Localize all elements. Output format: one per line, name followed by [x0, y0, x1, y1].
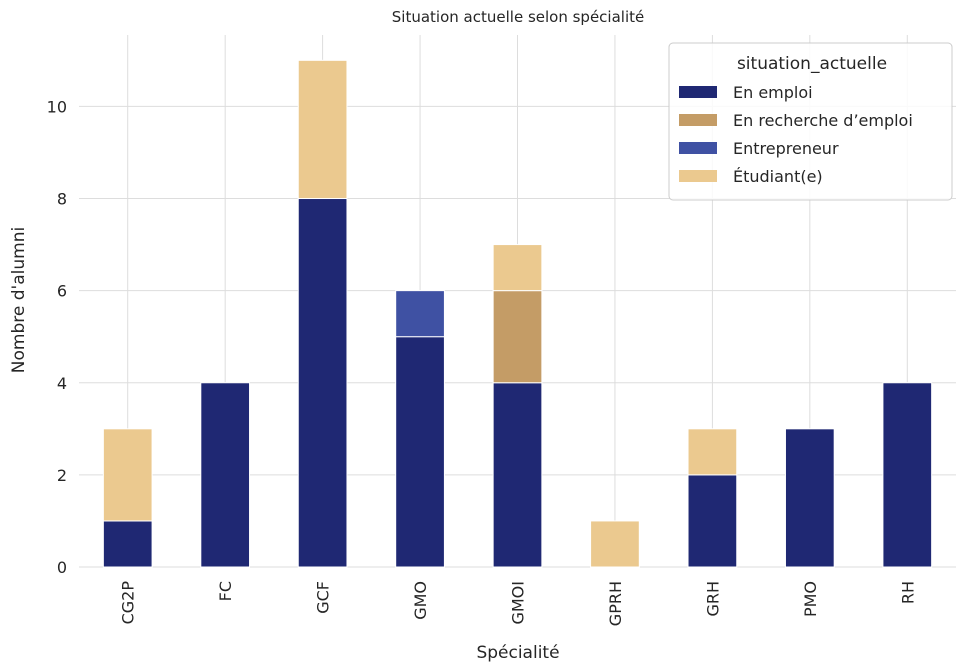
legend-swatch	[679, 114, 717, 126]
x-tick-label: GMO	[411, 581, 430, 620]
bar-segment	[297, 59, 348, 200]
bar-segment	[492, 382, 543, 568]
y-tick-label: 6	[57, 282, 67, 301]
legend-entry: En recherche d’emploi	[733, 111, 913, 130]
legend: situation_actuelle En emploi En recherche…	[668, 42, 953, 201]
legend-frame	[668, 42, 953, 201]
x-tick-label: GCF	[314, 581, 333, 614]
chart-title: Situation actuelle selon spécialité	[392, 8, 644, 26]
x-tick-label: CG2P	[119, 581, 138, 625]
bar-segment	[102, 520, 153, 568]
legend-entry: En emploi	[733, 83, 813, 102]
legend-swatch	[679, 86, 717, 98]
bar-segment	[492, 290, 543, 384]
bar-segment	[395, 336, 445, 568]
y-tick-label: 10	[47, 97, 67, 116]
legend-swatch	[679, 142, 717, 154]
bar-segment	[200, 382, 251, 568]
legend-title: situation_actuelle	[737, 54, 887, 74]
x-tick-label: FC	[216, 581, 235, 601]
x-tick-label: GMOI	[509, 581, 528, 625]
legend-items: En emploi En recherche d’emploi Entreprene…	[679, 83, 913, 186]
y-axis-label: Nombre d'alumni	[9, 227, 29, 373]
axes: 0 2 4 6 8 10 CG2P FC GCF GMO GMOI GPRH GRH PMO RH	[47, 97, 918, 626]
bar-segment	[784, 428, 835, 568]
bar-segment	[590, 520, 640, 568]
y-tick-label: 0	[57, 558, 67, 577]
bar-segment	[395, 290, 445, 338]
legend-entry: Étudiant(e)	[733, 167, 823, 186]
y-tick-label: 4	[57, 374, 67, 393]
legend-entry: Entrepreneur	[733, 139, 839, 158]
bar-segment	[882, 382, 933, 568]
bars	[102, 59, 933, 568]
x-tick-label: PMO	[801, 581, 820, 617]
bar-segment	[492, 244, 543, 292]
y-tick-label: 8	[57, 190, 67, 209]
bar-segment	[102, 428, 153, 522]
bar-segment	[687, 428, 738, 476]
y-tick-label: 2	[57, 466, 67, 485]
legend-swatch	[679, 170, 717, 182]
bar-segment	[687, 474, 738, 568]
bar-segment	[297, 198, 348, 568]
x-tick-label: GRH	[703, 581, 722, 617]
x-tick-label: RH	[898, 581, 917, 604]
x-axis-label: Spécialité	[476, 643, 559, 663]
x-tick-label: GPRH	[606, 581, 625, 626]
